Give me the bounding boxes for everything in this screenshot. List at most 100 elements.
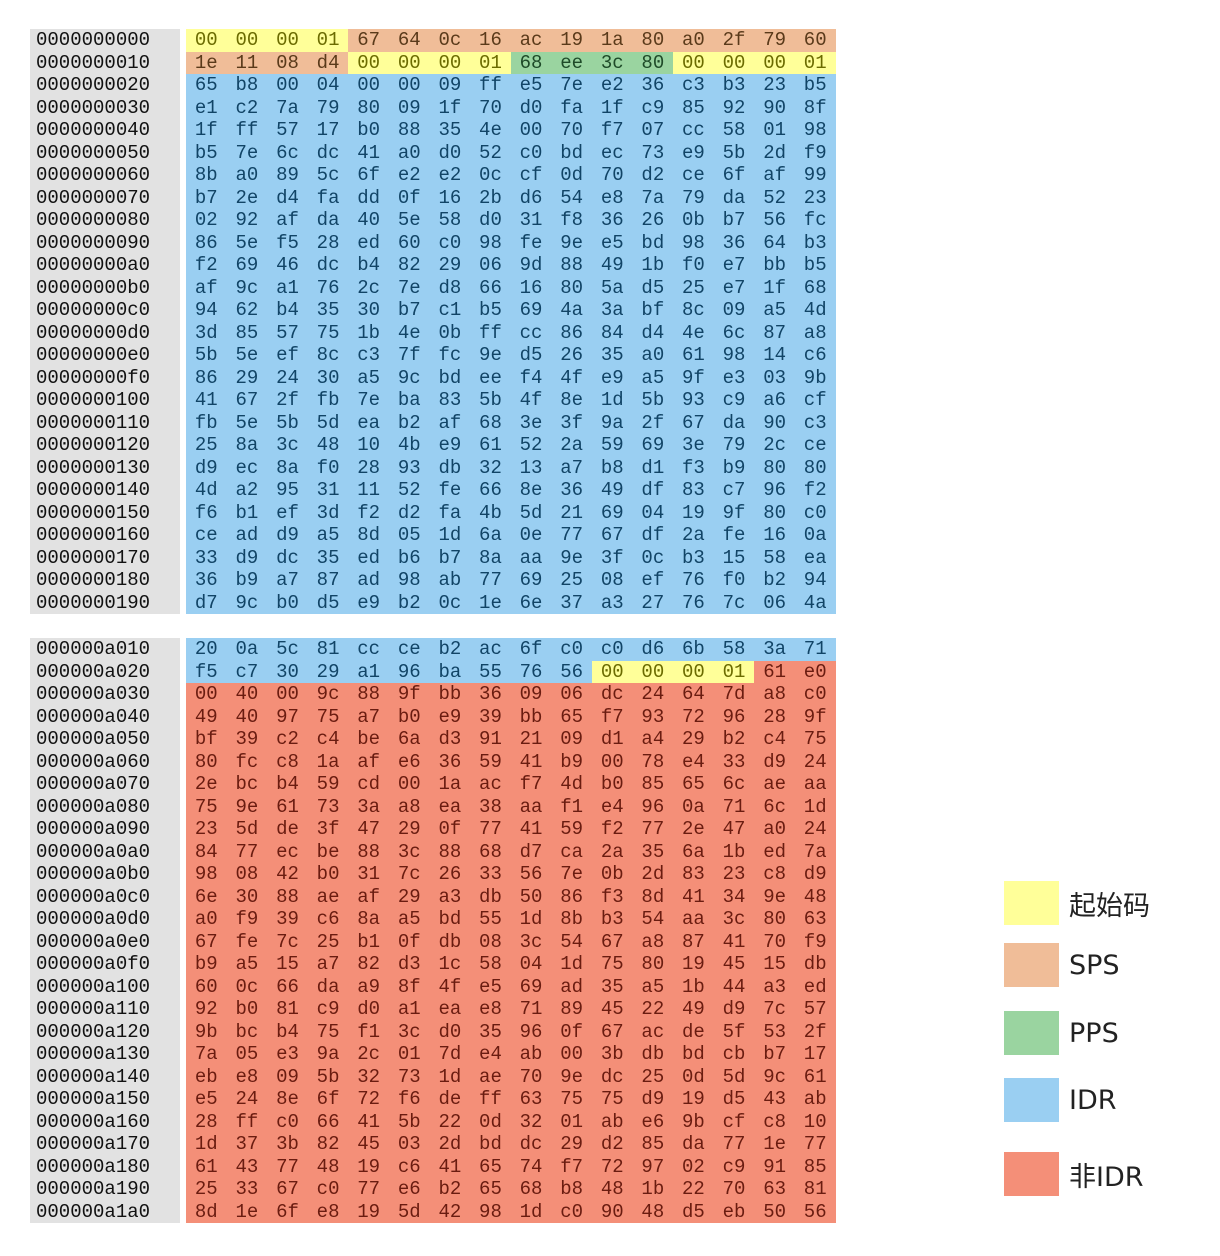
- hex-byte-idr: 2b: [470, 186, 511, 209]
- hex-byte-nonidr: 44: [713, 975, 755, 998]
- hex-byte-nonidr: d9: [713, 998, 755, 1021]
- hex-byte-idr: 3a: [754, 638, 795, 661]
- hex-byte-idr: 20: [186, 638, 227, 661]
- hex-byte-idr: 66: [470, 276, 511, 299]
- hex-byte-idr: a7: [551, 456, 592, 479]
- hex-byte-nonidr: 63: [754, 1178, 795, 1201]
- hex-row: 000000a120 9b bc b4 75 f1 3c d0 35 96 0f 67 ac de 5f 53…: [30, 1020, 836, 1043]
- hex-byte-nonidr: 39: [470, 705, 511, 728]
- hex-byte-idr: 95: [267, 479, 308, 502]
- row-offset: 0000000120: [30, 434, 180, 457]
- hex-byte-idr: cf: [510, 164, 552, 187]
- hex-byte-nonidr: 2c: [348, 1043, 389, 1066]
- hex-row: 000000a190 25 33 67 c0 77 e6 b2 65 68 b8 48 1b 22 70 63…: [30, 1178, 836, 1201]
- hex-byte-idr: 93: [673, 389, 714, 412]
- hex-byte-idr: 1d: [591, 389, 633, 412]
- hex-byte-idr: 96: [754, 479, 795, 502]
- hex-byte-idr: 9e: [470, 344, 511, 367]
- hex-byte-nonidr: fe: [226, 930, 268, 953]
- hex-byte-nonidr: 9f: [388, 683, 430, 706]
- hex-byte-idr: ff: [470, 321, 511, 344]
- hex-byte-idr: d4: [632, 321, 674, 344]
- row-bytes: f2 69 46 dc b4 82 29 06 9d 88 49 1b f0 e7 bb b5: [186, 254, 836, 277]
- hex-byte-idr: 2c: [348, 276, 389, 299]
- hex-row: 0000000070 b7 2e d4 fa dd 0f 16 2b d6 54 e8 7a 79 da 52…: [30, 186, 836, 209]
- hex-byte-idr: 77: [551, 524, 592, 547]
- hex-byte-nonidr: 83: [673, 863, 714, 886]
- hex-byte-idr: 9a: [591, 411, 633, 434]
- hex-byte-nonidr: 67: [267, 1178, 308, 1201]
- hex-byte-nonidr: 41: [510, 818, 552, 841]
- hex-byte-idr: c7: [226, 660, 268, 683]
- hex-byte-nonidr: de: [673, 1020, 714, 1043]
- hex-byte-idr: 10: [348, 434, 389, 457]
- hex-byte-nonidr: ec: [267, 840, 308, 863]
- row-bytes: 65 b8 00 04 00 00 09 ff e5 7e e2 36 c3 b3 23 b5: [186, 74, 836, 97]
- hex-byte-idr: e9: [348, 591, 389, 614]
- hex-byte-nonidr: d3: [388, 953, 430, 976]
- hex-byte-nonidr: 38: [470, 795, 511, 818]
- hex-byte-idr: 1d: [429, 524, 471, 547]
- legend-label-idr: IDR: [1069, 1084, 1117, 1116]
- hex-byte-nonidr: 2a: [591, 840, 633, 863]
- hex-byte-idr: 5d: [510, 501, 552, 524]
- hex-byte-nonidr: b0: [226, 998, 268, 1021]
- hex-byte-nonidr: e5: [470, 975, 511, 998]
- hex-row: 000000a0b0 98 08 42 b0 31 7c 26 33 56 7e 0b 2d 83 23 c8…: [30, 863, 836, 886]
- hex-byte-nonidr: 29: [551, 1133, 592, 1156]
- hex-byte-start: 00: [388, 51, 430, 74]
- hex-byte-idr: ec: [591, 141, 633, 164]
- hex-byte-idr: 23: [794, 186, 836, 209]
- hex-byte-idr: 67: [591, 524, 633, 547]
- hex-byte-idr: 00: [348, 74, 389, 97]
- row-offset: 000000a190: [30, 1178, 180, 1201]
- hex-byte-nonidr: 4d: [551, 773, 592, 796]
- hex-byte-idr: d1: [632, 456, 674, 479]
- hex-byte-nonidr: 55: [470, 908, 511, 931]
- hex-byte-idr: 5b: [186, 344, 227, 367]
- hex-byte-sps: 08: [267, 51, 308, 74]
- row-bytes: b5 7e 6c dc 41 a0 d0 52 c0 bd ec 73 e9 5b 2d f9: [186, 141, 836, 164]
- hex-byte-nonidr: 1c: [429, 953, 471, 976]
- hex-byte-nonidr: b9: [551, 750, 592, 773]
- row-bytes: 60 0c 66 da a9 8f 4f e5 69 ad 35 a5 1b 44 a3 ed: [186, 975, 836, 998]
- hex-byte-idr: 92: [226, 209, 268, 232]
- legend-swatch-idr: [1004, 1078, 1059, 1122]
- hex-byte-idr: 80: [551, 276, 592, 299]
- hex-byte-nonidr: 23: [186, 818, 227, 841]
- hex-byte-nonidr: 0f: [429, 818, 471, 841]
- row-offset: 0000000190: [30, 591, 180, 614]
- hex-byte-idr: 76: [673, 569, 714, 592]
- hex-byte-nonidr: 81: [267, 998, 308, 1021]
- hex-byte-nonidr: 4f: [429, 975, 471, 998]
- hex-byte-nonidr: 48: [632, 1200, 674, 1223]
- hex-byte-idr: ea: [794, 546, 836, 569]
- hex-byte-idr: 1b: [348, 321, 389, 344]
- hex-byte-idr: f8: [551, 209, 592, 232]
- hex-byte-nonidr: 1a: [429, 773, 471, 796]
- hex-byte-pps: 3c: [591, 51, 633, 74]
- hex-byte-nonidr: f2: [591, 818, 633, 841]
- hex-byte-idr: 0c: [632, 546, 674, 569]
- hex-byte-nonidr: f1: [348, 1020, 389, 1043]
- hex-byte-nonidr: db: [794, 953, 836, 976]
- hex-byte-idr: ef: [267, 501, 308, 524]
- hex-byte-idr: fb: [186, 411, 227, 434]
- hex-byte-idr: 79: [307, 96, 349, 119]
- hex-byte-start: 00: [591, 660, 633, 683]
- hex-byte-idr: 2a: [673, 524, 714, 547]
- hex-byte-idr: 54: [551, 186, 592, 209]
- hex-byte-idr: 82: [388, 254, 430, 277]
- row-offset: 000000a0b0: [30, 863, 180, 886]
- hex-byte-nonidr: 00: [551, 1043, 592, 1066]
- hex-byte-idr: f3: [673, 456, 714, 479]
- hex-byte-nonidr: 1d: [429, 1065, 471, 1088]
- hex-byte-idr: 94: [186, 299, 227, 322]
- hex-byte-idr: 2c: [754, 434, 795, 457]
- hex-byte-nonidr: 0d: [673, 1065, 714, 1088]
- hex-byte-idr: 2a: [551, 434, 592, 457]
- hex-byte-idr: af: [186, 276, 227, 299]
- hex-byte-nonidr: 71: [713, 795, 755, 818]
- hex-byte-nonidr: dc: [591, 683, 633, 706]
- hex-row: 0000000050 b5 7e 6c dc 41 a0 d0 52 c0 bd ec 73 e9 5b 2d…: [30, 141, 836, 164]
